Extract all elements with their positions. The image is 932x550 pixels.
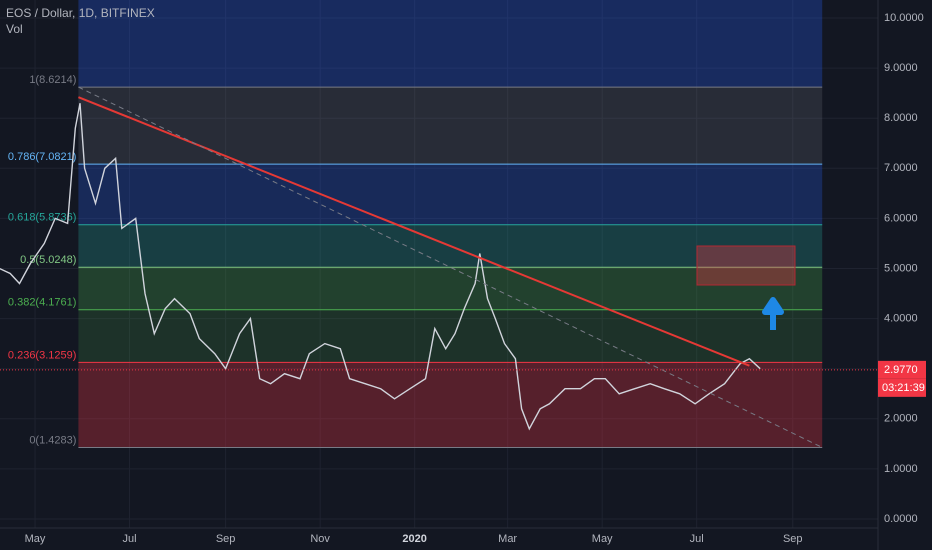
fib-label: 0.236(3.1259): [8, 349, 77, 361]
x-tick-label: Sep: [783, 533, 803, 545]
fib-top-band: [78, 0, 823, 88]
x-tick-label: Sep: [216, 533, 236, 545]
price-line: [0, 103, 761, 431]
trendline: [78, 96, 750, 367]
x-tick-label: Jul: [690, 533, 704, 545]
y-tick-label: 4.0000: [884, 313, 918, 325]
y-tick-label: 2.0000: [884, 413, 918, 425]
chart-title: EOS / Dollar, 1D, BITFINEX: [6, 6, 155, 20]
countdown-label: 03:21:39: [882, 382, 925, 394]
fib-label: 0.618(5.8736): [8, 212, 77, 224]
target-box: [696, 245, 796, 286]
fib-retracement: 1(8.6214) 0.786(7.0821) 0.618(5.8736) 0.5(5…: [8, 0, 823, 448]
y-tick-label: 6.0000: [884, 212, 918, 224]
fib-band: [78, 309, 823, 363]
up-arrow: [762, 297, 784, 330]
x-tick-label: May: [25, 533, 46, 545]
countdown-badge: [878, 378, 926, 397]
x-tick-label: Jul: [123, 533, 137, 545]
fib-label: 1(8.6214): [29, 74, 76, 86]
plot: [0, 86, 823, 448]
fib-band: [78, 267, 823, 310]
x-tick-label: Mar: [498, 533, 517, 545]
y-tick-label: 7.0000: [884, 162, 918, 174]
fib-band: [78, 164, 823, 225]
fib-label: 0.382(4.1761): [8, 297, 77, 309]
x-tick-label: May: [592, 533, 613, 545]
fib-band: [78, 362, 823, 448]
fib-band: [78, 87, 823, 165]
x-tick-label: 2020: [402, 533, 426, 545]
fib-label: 0.5(5.0248): [20, 254, 76, 266]
trendline: [78, 86, 823, 448]
x-tick-label: Nov: [310, 533, 330, 545]
y-tick-label: 9.0000: [884, 62, 918, 74]
fib-label: 0.786(7.0821): [8, 151, 77, 163]
y-tick-label: 10.0000: [884, 12, 924, 24]
volume-label: Vol: [6, 22, 23, 36]
last-price-badge: [878, 360, 926, 379]
y-tick-label: 8.0000: [884, 112, 918, 124]
fib-label: 0(1.4283): [29, 434, 76, 446]
y-tick-label: 1.0000: [884, 463, 918, 475]
y-tick-label: 5.0000: [884, 262, 918, 274]
grid: [0, 0, 878, 528]
last-price-label: 2.9770: [884, 364, 918, 376]
y-tick-label: 0.0000: [884, 513, 918, 525]
